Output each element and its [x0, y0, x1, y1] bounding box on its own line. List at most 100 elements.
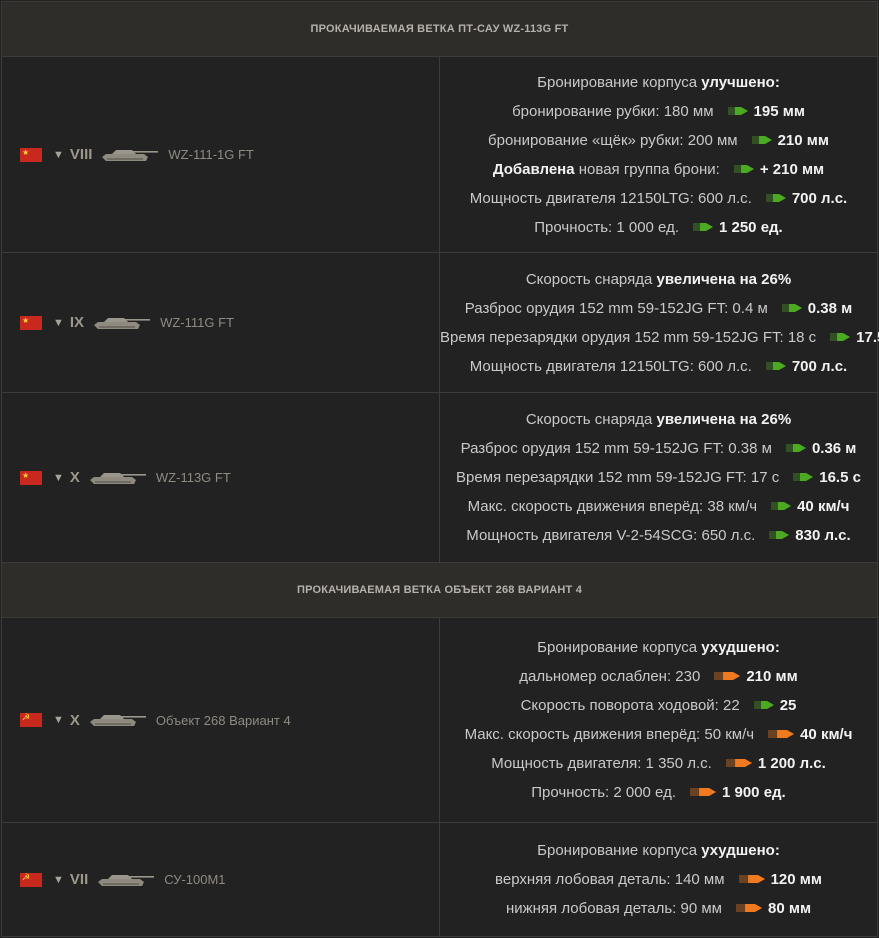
new-value: 0.38 м — [807, 299, 853, 317]
new-value: 210 мм — [746, 668, 798, 685]
change-line: Бронирование корпуса ухудшено: — [440, 836, 877, 865]
tank-info: ★ ▼ X WZ-113G FT — [2, 469, 439, 486]
flag-star-icon: ★ — [22, 470, 30, 480]
change-line: бронирование рубки: 180 мм 195 мм — [440, 97, 877, 126]
tank-type-icon: ▼ — [53, 471, 64, 484]
change-text: Разброс орудия 152 mm 59-152JG FT: 0.4 м — [464, 299, 768, 317]
change-line: Прочность: 2 000 ед. 1 900 ед. — [440, 778, 877, 807]
section-header-row: ПРОКАЧИВАЕМАЯ ВЕТКА ПТ-САУ WZ-113G FT — [1, 1, 878, 57]
changes-cell: Бронирование корпуса ухудшено: дальномер … — [439, 617, 878, 823]
change-verdict: ухудшено: — [701, 842, 780, 859]
tank-tier: VIII — [69, 146, 93, 163]
change-line: Макс. скорость движения вперёд: 38 км/ч 4… — [440, 492, 877, 521]
change-line: Мощность двигателя V-2-54SCG: 650 л.с. 83… — [440, 521, 877, 550]
improvement-arrow-icon — [753, 701, 774, 710]
change-line: Время перезарядки орудия 152 mm 59-152JG… — [440, 323, 879, 352]
new-value: 25 — [779, 697, 797, 714]
change-text: Разброс орудия 152 mm 59-152JG FT: 0.38 … — [460, 440, 772, 457]
new-value: 0.36 м — [811, 440, 857, 457]
new-value: 700 л.с. — [791, 357, 848, 375]
change-line: Бронирование корпуса улучшено: — [440, 68, 877, 97]
improvement-arrow-icon — [771, 502, 792, 511]
improvement-arrow-icon — [793, 473, 814, 482]
nerf-arrow-icon — [768, 730, 795, 739]
change-line: Скорость снаряда увеличена на 26% — [440, 405, 877, 434]
new-value: 1 900 ед. — [721, 784, 786, 801]
new-value: 40 км/ч — [797, 498, 850, 515]
tank-tier: IX — [69, 314, 85, 331]
tank-cell: ★ ▼ X WZ-113G FT — [1, 392, 440, 563]
nerf-arrow-icon — [725, 759, 752, 768]
tank-change-row: ★ ▼ X WZ-113G FT Скорость снаряда увеличена … — [1, 392, 878, 563]
new-value: 80 мм — [768, 900, 812, 917]
change-text: Бронирование корпуса — [537, 73, 702, 91]
tank-change-row: ★ ▼ IX WZ-111G FT Скорость снаряда увеличена… — [1, 252, 879, 393]
section-title: ПРОКАЧИВАЕМАЯ ВЕТКА ПТ-САУ WZ-113G FT — [1, 1, 878, 57]
tank-info: ★ ▼ IX WZ-111G FT — [2, 314, 439, 331]
new-value: 120 мм — [770, 871, 822, 888]
tank-tier: VII — [69, 871, 89, 888]
change-text: нижняя лобовая деталь: 90 мм — [505, 900, 722, 917]
tank-name: WZ-111-1G FT — [168, 147, 254, 162]
tank-type-icon: ▼ — [53, 873, 64, 886]
nerf-arrow-icon — [736, 904, 762, 913]
changes-cell: Бронирование корпуса ухудшено: верхняя ло… — [439, 822, 878, 937]
flag-star-icon: ★ — [22, 147, 30, 157]
new-value: + 210 мм — [759, 160, 825, 178]
tank-type-icon: ▼ — [53, 316, 64, 329]
change-text: Бронирование корпуса — [537, 639, 702, 656]
new-value: 16.5 с — [819, 469, 861, 486]
tank-info: ★ ▼ VIII WZ-111-1G FT — [2, 146, 439, 163]
tank-info: ☭ ▼ VII СУ-100М1 — [2, 871, 439, 888]
change-line: Мощность двигателя: 1 350 л.с. 1 200 л.с. — [440, 749, 877, 778]
change-line: Разброс орудия 152 mm 59-152JG FT: 0.4 м… — [440, 294, 877, 323]
tank-cell: ★ ▼ VIII WZ-111-1G FT — [1, 56, 440, 253]
tank-info: ☭ ▼ X Объект 268 Вариант 4 — [2, 712, 439, 729]
improvement-arrow-icon — [733, 164, 754, 173]
tank-name: WZ-113G FT — [155, 470, 231, 485]
improvement-arrow-icon — [727, 106, 748, 115]
improvement-arrow-icon — [751, 135, 772, 144]
flag-star-icon: ☭ — [22, 712, 31, 722]
change-line: Мощность двигателя 12150LTG: 600 л.с. 700… — [440, 184, 877, 213]
ussr-flag-icon: ☭ — [20, 713, 42, 727]
improvement-arrow-icon — [765, 361, 786, 370]
change-text: Бронирование корпуса — [537, 842, 702, 859]
flag-star-icon: ★ — [22, 315, 30, 325]
change-text: Макс. скорость движения вперёд: 38 км/ч — [467, 498, 758, 515]
change-text: бронирование рубки: 180 мм — [512, 102, 714, 120]
tank-change-row: ☭ ▼ VII СУ-100М1 Бронирование корпуса ухудше… — [1, 822, 878, 937]
tank-type-icon: ▼ — [53, 148, 64, 161]
change-text: Прочность: 2 000 ед. — [531, 784, 676, 801]
ussr-flag-icon: ☭ — [20, 871, 42, 887]
change-text: верхняя лобовая деталь: 140 мм — [495, 871, 725, 888]
change-line: Добавлена новая группа брони: + 210 мм — [440, 155, 877, 184]
improvement-arrow-icon — [785, 444, 806, 453]
change-line: верхняя лобовая деталь: 140 мм 120 мм — [440, 865, 877, 894]
change-line: Макс. скорость движения вперёд: 50 км/ч 4… — [440, 720, 877, 749]
change-text: Скорость снаряда — [525, 411, 657, 428]
tank-silhouette-icon — [94, 317, 151, 329]
flag-star-icon: ☭ — [22, 871, 31, 882]
tank-name: СУ-100М1 — [164, 872, 226, 887]
change-line: Прочность: 1 000 ед. 1 250 ед. — [440, 213, 877, 242]
new-value: 1 250 ед. — [718, 218, 783, 236]
china-flag-icon: ★ — [20, 470, 42, 485]
new-value: 1 200 л.с. — [757, 755, 826, 772]
tank-cell: ☭ ▼ VII СУ-100М1 — [1, 822, 440, 937]
change-text: Макс. скорость движения вперёд: 50 км/ч — [464, 726, 755, 743]
section-title: ПРОКАЧИВАЕМАЯ ВЕТКА ОБЪЕКТ 268 ВАРИАНТ 4 — [1, 562, 878, 618]
change-line: Разброс орудия 152 mm 59-152JG FT: 0.38 … — [440, 434, 877, 463]
change-verdict: увеличена на 26% — [656, 411, 792, 428]
change-text: новая группа брони: — [574, 160, 720, 178]
tank-silhouette-icon — [89, 472, 146, 484]
change-lead: Добавлена — [492, 160, 575, 178]
changes-cell: Скорость снаряда увеличена на 26% Разброс… — [439, 252, 879, 393]
improvement-arrow-icon — [765, 193, 786, 202]
improvement-arrow-icon — [830, 332, 851, 341]
tank-tier: X — [69, 711, 80, 729]
change-text: Время перезарядки орудия 152 mm 59-152JG… — [440, 328, 817, 346]
change-text: дальномер ослаблен: 230 — [519, 668, 701, 685]
change-line: нижняя лобовая деталь: 90 мм 80 мм — [440, 894, 877, 923]
change-verdict: увеличена на 26% — [656, 270, 792, 288]
